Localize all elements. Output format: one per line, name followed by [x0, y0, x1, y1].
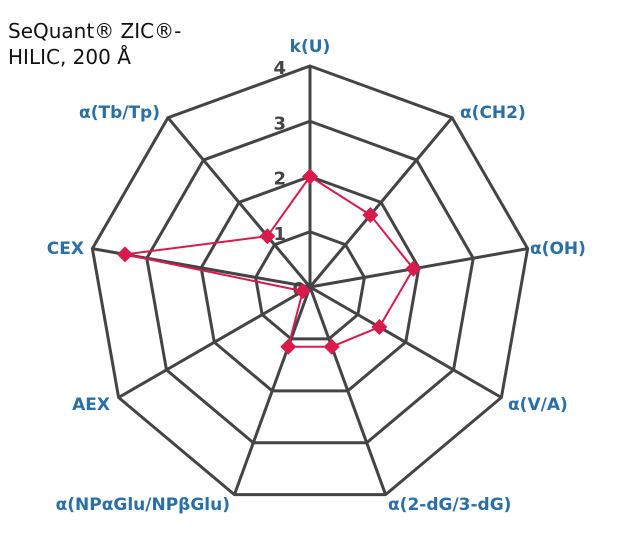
data-point [294, 283, 311, 300]
grid-ring-3 [145, 119, 475, 445]
data-point [371, 319, 388, 336]
data-point [117, 246, 134, 263]
series-line [124, 175, 415, 348]
chart-title: SeQuant® ZIC®- HILIC, 200 Å [8, 19, 182, 69]
axis-label: k(U) [290, 37, 331, 57]
axis-label: α(Tb/Tp) [79, 103, 160, 123]
grid-spoke [308, 286, 387, 496]
grid-spoke [166, 116, 312, 288]
grid-spoke [309, 285, 503, 399]
data-point [405, 260, 422, 277]
grid-ring-2 [199, 174, 421, 393]
axis-label: α(OH) [530, 239, 586, 259]
data-point [362, 207, 379, 224]
radial-tick-label: 4 [273, 58, 286, 79]
axis-label: α(CH2) [460, 103, 526, 123]
radial-tick-label: 1 [273, 224, 286, 245]
axis-label: α(NPαGlu/NPβGlu) [56, 495, 230, 515]
grid-ring-4 [90, 64, 530, 497]
data-point [280, 338, 297, 355]
data-point [302, 168, 318, 185]
axis-label: AEX [72, 395, 110, 415]
data-point [259, 228, 276, 245]
axis-label: α(2-dG/3-dG) [388, 495, 511, 515]
grid-ring-1 [254, 230, 366, 341]
grid-spoke [233, 286, 312, 496]
axis-label: CEX [47, 239, 84, 259]
grid-spoke [117, 285, 311, 399]
radial-tick-label: 2 [273, 169, 286, 190]
data-point [323, 338, 340, 355]
radial-tick-label: 3 [273, 113, 286, 134]
grid-spoke [308, 116, 454, 288]
axis-label: α(V/A) [508, 395, 568, 415]
